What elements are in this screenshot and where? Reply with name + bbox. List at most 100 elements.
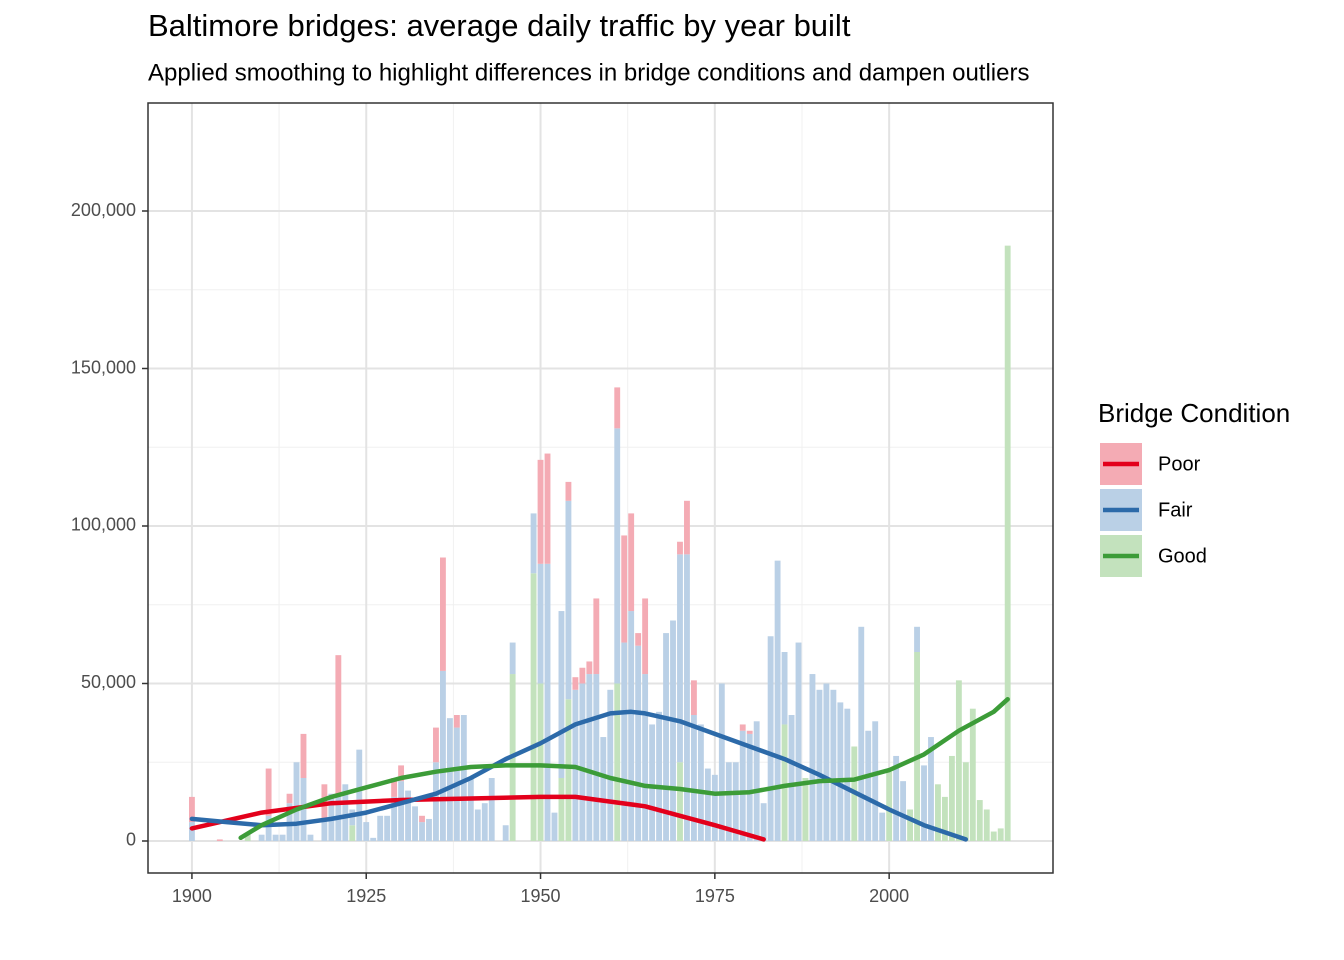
bar xyxy=(398,781,405,841)
bar xyxy=(670,620,676,841)
bar xyxy=(837,702,844,841)
bar xyxy=(509,642,516,675)
bar xyxy=(342,784,349,841)
y-tick-label: 100,000 xyxy=(71,515,136,535)
bar xyxy=(802,777,809,841)
bar xyxy=(537,459,544,564)
bar xyxy=(907,809,913,841)
bar xyxy=(272,834,279,841)
bar xyxy=(377,815,384,841)
bar xyxy=(781,724,788,841)
legend-label: Fair xyxy=(1158,499,1193,521)
bar xyxy=(879,812,886,841)
bar xyxy=(969,708,976,841)
bar xyxy=(600,737,607,841)
bar xyxy=(265,815,272,841)
bar xyxy=(649,724,656,841)
bar xyxy=(677,762,683,841)
bar xyxy=(391,777,398,797)
bar xyxy=(816,689,823,841)
bar xyxy=(691,680,697,715)
bar xyxy=(614,428,621,684)
bar xyxy=(579,667,586,684)
bar xyxy=(711,774,718,841)
bar xyxy=(439,557,446,671)
bar xyxy=(858,626,865,841)
bar xyxy=(565,699,572,841)
bar xyxy=(872,721,879,841)
bar xyxy=(258,834,265,841)
bar xyxy=(216,839,223,841)
bar xyxy=(844,708,851,841)
bar xyxy=(997,828,1004,841)
bar xyxy=(614,387,621,429)
bar xyxy=(628,611,635,841)
bar xyxy=(286,793,293,804)
bar xyxy=(962,762,969,841)
y-tick-label: 50,000 xyxy=(81,672,136,692)
bar xyxy=(558,777,565,841)
bar xyxy=(384,815,391,841)
bar xyxy=(697,724,704,841)
y-tick-label: 200,000 xyxy=(71,200,136,220)
bar xyxy=(419,822,425,841)
bar xyxy=(565,500,572,700)
bar xyxy=(307,834,314,841)
bar xyxy=(565,481,572,501)
bar xyxy=(795,642,802,841)
bar xyxy=(558,611,565,778)
bar xyxy=(914,651,920,841)
bar xyxy=(621,642,628,841)
legend-label: Poor xyxy=(1158,453,1201,475)
legend-label: Good xyxy=(1158,545,1207,567)
bar xyxy=(488,777,495,841)
bar xyxy=(865,730,872,841)
bar xyxy=(656,711,662,841)
bar xyxy=(551,812,558,841)
bar xyxy=(886,771,893,841)
chart-subtitle: Applied smoothing to highlight differenc… xyxy=(148,59,1029,86)
bar xyxy=(349,825,356,841)
bar xyxy=(530,573,537,841)
bar xyxy=(739,724,746,731)
bar xyxy=(300,733,307,778)
bar xyxy=(537,683,544,841)
bar xyxy=(293,762,300,841)
bar xyxy=(677,541,683,555)
x-tick-label: 2000 xyxy=(869,886,909,906)
bar xyxy=(942,796,948,841)
bar xyxy=(244,834,251,841)
bar xyxy=(739,730,746,841)
bar xyxy=(663,633,669,841)
smooth-line xyxy=(238,696,1010,841)
bar xyxy=(642,598,649,675)
bar xyxy=(433,762,439,841)
bar xyxy=(990,831,997,841)
bar xyxy=(746,730,753,734)
bar xyxy=(900,781,907,841)
bar xyxy=(586,674,593,841)
legend-title: Bridge Condition xyxy=(1098,398,1290,428)
bar xyxy=(537,563,544,684)
bar xyxy=(356,749,363,841)
bar xyxy=(718,683,725,841)
bar xyxy=(823,683,830,841)
chart-title: Baltimore bridges: average daily traffic… xyxy=(148,8,851,43)
bar xyxy=(370,837,377,841)
bar xyxy=(391,796,398,841)
bar xyxy=(335,655,342,794)
bar xyxy=(684,554,690,841)
y-tick-label: 0 xyxy=(126,830,136,850)
bar xyxy=(502,825,509,841)
bar xyxy=(439,670,446,841)
plot-border xyxy=(147,102,1054,874)
bar xyxy=(732,762,739,841)
bar xyxy=(746,733,753,841)
bar xyxy=(188,796,195,823)
bar xyxy=(544,563,551,841)
bar xyxy=(453,714,460,728)
y-tick-label: 150,000 xyxy=(71,357,136,377)
bar xyxy=(586,661,593,675)
bar xyxy=(446,718,453,841)
